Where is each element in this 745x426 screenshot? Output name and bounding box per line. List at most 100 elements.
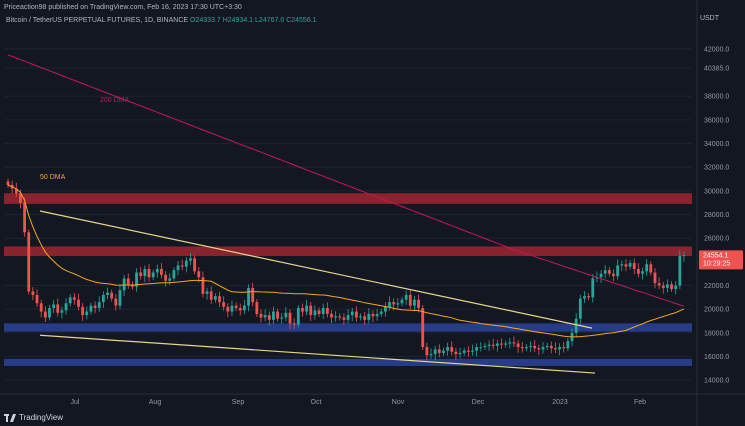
candle-body (48, 308, 51, 318)
candle-body (421, 308, 425, 348)
price-tick-label: 26000.0 (704, 236, 729, 243)
candle-body (446, 347, 450, 351)
candle-body (624, 264, 628, 267)
candle-body (35, 294, 39, 304)
candle-body (583, 296, 586, 299)
candle-body (27, 232, 31, 292)
candle-body (56, 304, 60, 313)
candle-body (359, 316, 362, 318)
support-zone (4, 323, 692, 332)
candle-body (305, 305, 309, 312)
candle-body (363, 316, 367, 320)
candle-body (276, 311, 279, 319)
candle-body (263, 315, 267, 318)
candle-body (404, 294, 408, 300)
candle-body (495, 343, 499, 346)
candle-body (616, 265, 620, 277)
candle-body (31, 291, 35, 295)
price-tick-label: 30000.0 (704, 188, 729, 195)
candle-body (164, 274, 167, 281)
candle-body (321, 308, 325, 314)
resistance-zone (4, 193, 692, 204)
candle-body (64, 303, 68, 311)
ma50-line (7, 184, 685, 338)
last-price-value: 24554.1 (703, 252, 728, 259)
candle-body (578, 298, 582, 319)
last-price-tag (699, 250, 743, 270)
candle-body (147, 268, 151, 278)
candle-body (114, 298, 118, 306)
candle-body (587, 296, 591, 298)
price-tick-label: 34000.0 (704, 141, 729, 148)
candle-body (238, 308, 242, 311)
candle-body (450, 347, 454, 352)
price-tick-label: 32000.0 (704, 165, 729, 172)
candle-body (636, 268, 640, 274)
candle-body (392, 302, 396, 305)
candle-body (218, 296, 221, 303)
candle-body (280, 317, 284, 319)
candle-body (193, 258, 197, 272)
bar-countdown: 10:29:25 (703, 260, 730, 267)
candle-body (81, 306, 85, 316)
candle-body (491, 344, 495, 346)
candle-body (6, 181, 10, 185)
candle-body (226, 306, 230, 312)
candle-body (433, 349, 437, 355)
price-tick-label: 14000.0 (704, 378, 729, 385)
candle-body (110, 292, 114, 299)
candle-body (342, 317, 346, 320)
candle-body (653, 272, 657, 284)
tradingview-logo[interactable]: TradingView (4, 413, 63, 422)
candle-body (603, 270, 607, 274)
candle-body (197, 271, 201, 278)
candle-body (466, 350, 470, 352)
candle-body (301, 308, 304, 312)
candle-body (400, 299, 404, 304)
candle-body (126, 278, 130, 285)
candle-body (284, 312, 288, 318)
candle-body (375, 313, 379, 317)
time-tick-label: Dec (472, 399, 485, 406)
candle-body (516, 343, 520, 348)
candle-body (272, 311, 275, 320)
time-tick-label: Nov (392, 399, 405, 406)
candle-body (595, 277, 599, 279)
candle-body (251, 287, 255, 303)
candle-body (566, 341, 570, 349)
candle-body (591, 278, 595, 298)
candle-body (661, 285, 665, 288)
candle-body (674, 285, 678, 290)
candle-body (77, 299, 80, 307)
candle-body (135, 272, 138, 287)
publisher-line: Priceaction98 published on TradingView.c… (4, 4, 242, 11)
candle-body (309, 305, 313, 316)
candle-body (574, 318, 578, 333)
candle-body (122, 278, 126, 291)
candle-body (43, 311, 47, 318)
price-tick-label: 38000.0 (704, 94, 729, 101)
candle-body (437, 349, 441, 353)
candle-body (292, 323, 296, 325)
candle-body (330, 313, 333, 318)
ma200-line (7, 54, 685, 307)
candle-body (85, 311, 89, 316)
symbol-legend: Bitcoin / TetherUS PERPETUAL FUTURES, 1D… (6, 17, 317, 24)
candle-body (213, 296, 217, 300)
wedge-lower-trendline (39, 334, 596, 374)
candle-body (479, 347, 483, 348)
candle-body (68, 297, 72, 304)
price-tick-label: 16000.0 (704, 354, 729, 361)
candle-body (209, 291, 213, 300)
candle-body (632, 263, 636, 269)
support-zone (4, 358, 692, 366)
candle-body (504, 343, 508, 345)
price-tick-label: 22000.0 (704, 283, 729, 290)
candle-body (371, 313, 375, 317)
candle-body (388, 302, 391, 307)
symbol-name[interactable]: Bitcoin / TetherUS PERPETUAL FUTURES, 1D… (6, 17, 189, 24)
candle-body (313, 310, 317, 316)
candle-body (487, 344, 491, 346)
